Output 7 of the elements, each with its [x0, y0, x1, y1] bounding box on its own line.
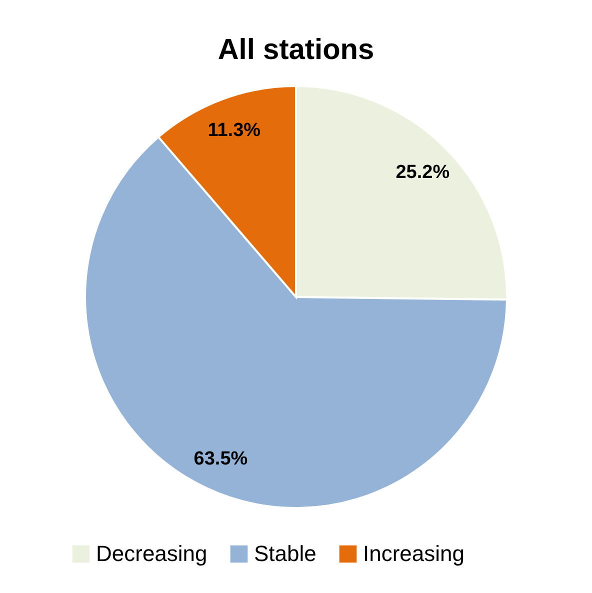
- legend-label: Increasing: [363, 541, 465, 566]
- legend-label: Stable: [254, 541, 316, 566]
- legend-label: Decreasing: [96, 541, 208, 566]
- data-label: 25.2%: [396, 162, 450, 183]
- chart-title: All stations: [218, 34, 374, 66]
- data-label: 11.3%: [208, 120, 261, 142]
- data-label: 63.5%: [194, 448, 248, 470]
